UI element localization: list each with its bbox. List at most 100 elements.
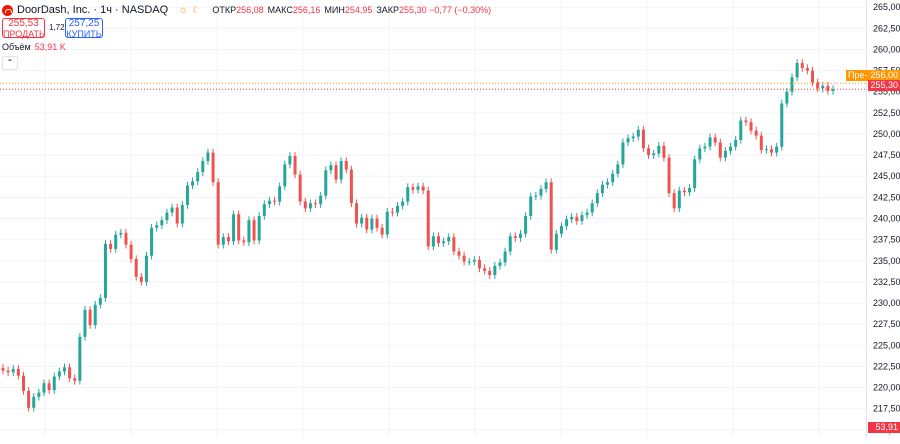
candle-body (682, 190, 686, 193)
candle-body (103, 243, 107, 298)
candle-body (375, 218, 379, 228)
sun-icon[interactable]: ☼ (178, 4, 189, 16)
candle-body (472, 259, 476, 262)
candle-body (360, 217, 364, 224)
candle-body (88, 309, 92, 325)
candle-body (764, 149, 768, 151)
candle-body (493, 265, 497, 276)
candle-body (549, 182, 553, 250)
candle-body (703, 146, 707, 149)
candle-body (262, 204, 266, 216)
candle-body (37, 392, 41, 397)
candle-body (416, 186, 420, 190)
spread-value: 1,72 (49, 23, 65, 32)
candle-body (32, 396, 36, 408)
candle-body (677, 190, 681, 209)
y-tick-label: 252,50 (873, 108, 900, 118)
candle-body (513, 236, 517, 238)
candle-body (529, 196, 533, 216)
candle-body (590, 203, 594, 213)
candle-body (314, 203, 318, 205)
candle-body (196, 172, 200, 182)
candle-body (27, 390, 31, 408)
symbol-title[interactable]: DoorDash, Inc. · 1ч · NASDAQ (17, 4, 169, 16)
candle-body (68, 367, 72, 379)
low-label: МИН (324, 5, 345, 15)
candle-body (303, 201, 307, 209)
candle-body (631, 136, 635, 139)
candle-body (78, 336, 82, 381)
moon-icon[interactable]: ☾ (192, 4, 201, 15)
open-value: 256,08 (236, 5, 264, 15)
candle-body (442, 241, 446, 244)
candle-body (211, 152, 215, 183)
candle-body (595, 193, 599, 204)
candle-body (98, 297, 102, 305)
chevron-up-icon[interactable]: ⌃ (2, 56, 18, 70)
candle-body (57, 371, 61, 377)
candle-body (324, 170, 328, 196)
candle-body (431, 236, 435, 247)
candle-body (483, 268, 487, 271)
candle-body (380, 227, 384, 235)
candle-body (288, 155, 292, 165)
candle-body (242, 240, 246, 243)
candle-body (139, 276, 143, 282)
candle-body (565, 219, 569, 227)
candle-body (785, 91, 789, 104)
y-tick-label: 222,50 (873, 361, 900, 371)
grid (0, 0, 866, 437)
high-value: 256,16 (292, 5, 321, 15)
low-value: 254,95 (344, 5, 373, 15)
candle-body (831, 89, 835, 91)
candle-body (144, 255, 148, 282)
candle-body (273, 200, 277, 202)
candle-body (206, 152, 210, 162)
candle-body (406, 187, 410, 202)
y-tick-label: 220,00 (873, 383, 900, 393)
candle-body (744, 120, 748, 123)
candle-body (534, 195, 538, 197)
candle-body (73, 378, 77, 381)
volume-label: Объём (2, 42, 31, 52)
candle-body (426, 190, 430, 247)
candle-body (237, 214, 241, 241)
candle-body (795, 63, 799, 78)
candle-body (662, 145, 666, 158)
candle-body (672, 193, 676, 209)
candle-body (508, 236, 512, 252)
candle-body (826, 85, 830, 91)
candle-body (83, 309, 87, 337)
candle-body (1, 368, 5, 371)
candle-body (221, 237, 225, 245)
candle-body (641, 129, 645, 149)
candle-body (749, 122, 753, 131)
candle-body (621, 142, 625, 165)
y-tick-label: 262,50 (873, 23, 900, 33)
candle-body (201, 161, 205, 173)
candle-body (160, 220, 164, 226)
buy-button[interactable]: 257,25 КУПИТЬ (65, 18, 103, 39)
candle-body (811, 70, 815, 83)
candle-body (636, 129, 640, 137)
candle-body (688, 188, 692, 193)
symbol-legend: DoorDash, Inc. · 1ч · NASDAQ ☼ ☾ ОТКР 25… (2, 2, 493, 18)
open-label: ОТКР (212, 5, 237, 15)
candle-body (370, 218, 374, 230)
candle-body (739, 120, 743, 140)
candle-body (570, 216, 574, 220)
y-tick-label: 230,00 (873, 298, 900, 308)
candle-body (447, 237, 451, 242)
candle-body (457, 251, 461, 256)
candle-body (790, 77, 794, 92)
candle-body (647, 148, 651, 156)
candle-body (421, 186, 425, 191)
candle-body (657, 145, 661, 154)
candle-body (600, 184, 604, 194)
y-tick-label: 237,50 (873, 235, 900, 245)
price-axis[interactable]: 265,00262,50260,00257,50255,00252,50250,… (873, 2, 900, 435)
candle-body (165, 212, 169, 221)
sell-button[interactable]: 255,53 ПРОДАТЬ (2, 18, 45, 39)
pre-market-price-tag: 256,00 (868, 70, 900, 81)
